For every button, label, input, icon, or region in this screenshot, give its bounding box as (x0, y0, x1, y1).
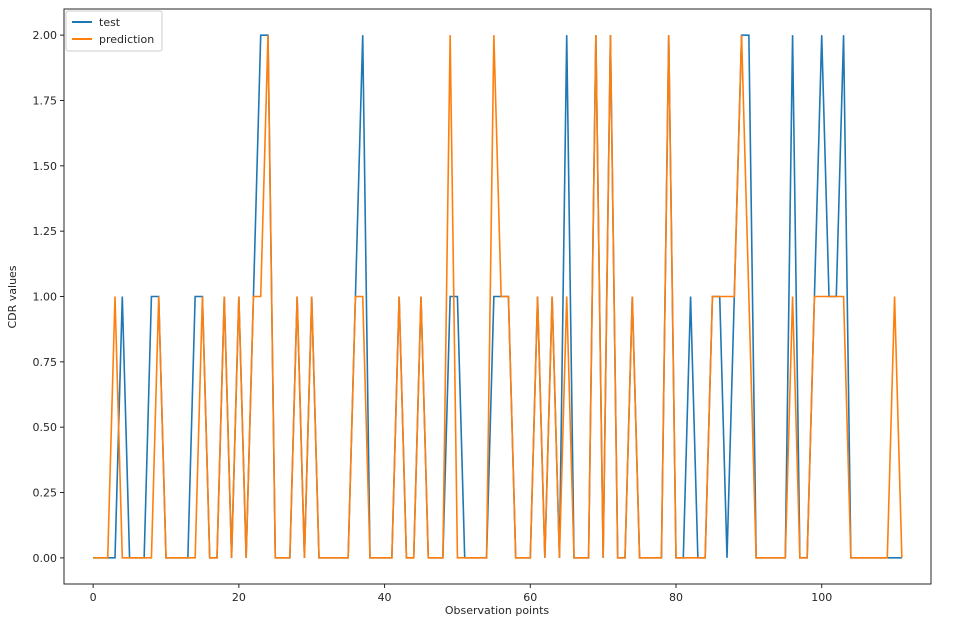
y-tick-label: 0.50 (33, 421, 58, 434)
series-line-prediction (93, 35, 903, 559)
x-tick-label: 40 (378, 591, 392, 604)
y-tick-label: 1.00 (33, 291, 58, 304)
x-tick-label: 20 (232, 591, 246, 604)
y-tick-label: 1.75 (33, 94, 58, 107)
x-tick-label: 60 (523, 591, 537, 604)
y-tick-label: 0.75 (33, 356, 58, 369)
x-axis-label: Observation points (445, 604, 550, 617)
x-tick-label: 0 (90, 591, 97, 604)
legend: test prediction (65, 10, 163, 52)
series-layer (93, 34, 903, 559)
y-tick-label: 1.25 (33, 225, 58, 238)
legend-label-test: test (99, 16, 121, 29)
y-tick-label: 0.25 (33, 487, 58, 500)
x-axis-ticks: 0 20 40 60 80 100 (90, 584, 832, 604)
x-tick-label: 80 (669, 591, 683, 604)
x-tick-label: 100 (811, 591, 832, 604)
y-axis-ticks: 0.00 0.25 0.50 0.75 1.00 1.25 1.50 1.75 2.00 (33, 29, 64, 565)
y-axis-label: CDR values (6, 265, 19, 328)
y-tick-label: 0.00 (33, 552, 58, 565)
y-tick-label: 2.00 (33, 29, 58, 42)
legend-label-prediction: prediction (99, 33, 154, 46)
y-tick-label: 1.50 (33, 160, 58, 173)
